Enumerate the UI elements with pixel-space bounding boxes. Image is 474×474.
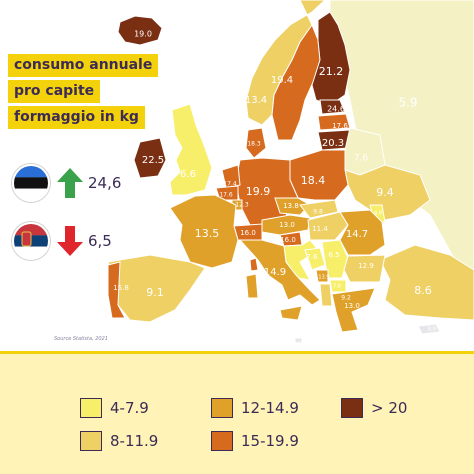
netherlands-region bbox=[221, 164, 241, 189]
value-label-france: 13.5 bbox=[195, 227, 220, 240]
italy-region bbox=[238, 239, 321, 306]
hungary-region bbox=[307, 211, 349, 241]
legend-label: 15-19.9 bbox=[241, 432, 299, 450]
value-label-croatia: 7.6 bbox=[306, 253, 318, 261]
sicily-region bbox=[279, 305, 303, 321]
value-label-lithuania: 20.3 bbox=[322, 138, 344, 149]
legend-swatch bbox=[341, 398, 363, 418]
value-label-malta: 10.9 bbox=[294, 342, 305, 348]
value-label-denmark: 18.3 bbox=[247, 141, 261, 148]
iceland-region bbox=[117, 15, 163, 46]
legend-swatch bbox=[80, 398, 102, 418]
serbia-flag-icon bbox=[12, 222, 50, 260]
ukraine-region bbox=[344, 164, 431, 221]
value-label-moldova: 4.9 bbox=[374, 211, 382, 217]
value-label-greece: 13.0 bbox=[344, 302, 360, 310]
value-label-norway: 13.4 bbox=[245, 95, 267, 106]
stat-estonia: 24,6 bbox=[12, 164, 121, 202]
value-label-slovenia: 16.0 bbox=[280, 236, 296, 244]
cyprus-region bbox=[417, 323, 441, 335]
value-label-bulgaria: 12.9 bbox=[358, 262, 374, 270]
value-label-latvia: 17.6 bbox=[332, 122, 348, 130]
legend-item-15-19.9: 15-19.9 bbox=[211, 431, 299, 451]
value-label-hungary: 11.4 bbox=[312, 225, 328, 233]
value-label-macedonia: 7.8 bbox=[333, 284, 341, 290]
value-label-albania: 9.2 bbox=[341, 295, 351, 302]
albania-region bbox=[319, 283, 333, 307]
stat-value-estonia: 24,6 bbox=[88, 174, 122, 192]
estonia-region bbox=[319, 99, 346, 115]
stat-serbia: 6,5 bbox=[12, 222, 112, 260]
value-label-montenegro: 13.9 bbox=[318, 275, 329, 281]
value-label-poland: 18.4 bbox=[301, 174, 326, 187]
value-label-uk: 6.6 bbox=[180, 169, 196, 180]
value-label-czechia: 13.8 bbox=[283, 202, 299, 210]
value-label-luxembourg: 12.3 bbox=[235, 202, 249, 209]
sardinia-region bbox=[245, 273, 259, 299]
arrow-down-icon bbox=[57, 226, 83, 256]
uk-region bbox=[169, 103, 213, 196]
legend-item-12-14.9: 12-14.9 bbox=[211, 398, 299, 418]
value-label-cyprus: 8.9 bbox=[428, 327, 436, 333]
title-line-3: formaggio in kg bbox=[8, 106, 145, 129]
legend: 4-7.9 12-14.9 > 20 8-11.9 15-19.9 bbox=[0, 351, 474, 474]
value-label-ireland: 22.5 bbox=[142, 155, 164, 166]
denmark-region bbox=[245, 127, 267, 159]
legend-swatch bbox=[211, 398, 233, 418]
europe-map: 19.0 21.2 19.4 13.4 5.9 24.6 17.6 20.3 7… bbox=[107, 0, 474, 348]
value-label-portugal: 15.8 bbox=[113, 284, 129, 292]
legend-label: 12-14.9 bbox=[241, 399, 299, 417]
title-line-1: consumo annuale bbox=[8, 54, 159, 77]
france-region bbox=[169, 194, 239, 269]
greece-region bbox=[331, 287, 376, 333]
value-label-turkey: 8.6 bbox=[414, 284, 432, 297]
value-label-iceland: 19.0 bbox=[134, 30, 152, 39]
malta-region bbox=[294, 337, 303, 344]
value-label-austria: 13.0 bbox=[279, 221, 295, 229]
bulgaria-region bbox=[343, 254, 386, 283]
legend-label: > 20 bbox=[371, 399, 408, 417]
turkey-region bbox=[379, 244, 474, 321]
value-label-netherlands: 17.4 bbox=[223, 181, 237, 188]
legend-swatch bbox=[211, 431, 233, 451]
value-label-finland: 21.2 bbox=[319, 65, 344, 78]
value-label-switzerland: 16.0 bbox=[240, 229, 256, 237]
legend-item-20: > 20 bbox=[341, 398, 407, 418]
bosnia-region bbox=[304, 247, 326, 271]
value-label-sweden: 19.4 bbox=[271, 75, 293, 86]
title-line-2: pro capite bbox=[8, 80, 101, 103]
arrow-up-icon bbox=[57, 168, 83, 198]
montenegro-region bbox=[315, 269, 329, 283]
legend-label: 8-11.9 bbox=[110, 432, 159, 450]
value-label-estonia: 24.6 bbox=[327, 105, 345, 114]
portugal-region bbox=[107, 261, 126, 319]
legend-item-4-7.9: 4-7.9 bbox=[80, 398, 149, 418]
value-label-russia: 5.9 bbox=[398, 96, 417, 110]
value-label-belarus: 7.6 bbox=[354, 154, 369, 164]
stat-value-serbia: 6,5 bbox=[88, 232, 112, 250]
value-label-germany: 19.9 bbox=[246, 185, 271, 198]
legend-label: 4-7.9 bbox=[110, 399, 149, 417]
legend-swatch bbox=[80, 431, 102, 451]
estonia-flag-icon bbox=[12, 164, 50, 202]
value-label-ukraine: 9.4 bbox=[376, 186, 394, 199]
source-note: Source Statista, 2021 bbox=[54, 336, 108, 342]
value-label-spain: 9.1 bbox=[146, 286, 164, 299]
value-label-belgium: 17.6 bbox=[219, 192, 233, 199]
legend-item-8-11.9: 8-11.9 bbox=[80, 431, 158, 451]
value-label-romania: 14.7 bbox=[346, 229, 368, 240]
ireland-region bbox=[133, 137, 167, 179]
value-label-serbia: 6.5 bbox=[328, 251, 339, 259]
value-label-italy: 14.9 bbox=[264, 267, 286, 278]
value-label-slovakia: 9.8 bbox=[313, 209, 323, 216]
corsica-region bbox=[249, 257, 259, 272]
